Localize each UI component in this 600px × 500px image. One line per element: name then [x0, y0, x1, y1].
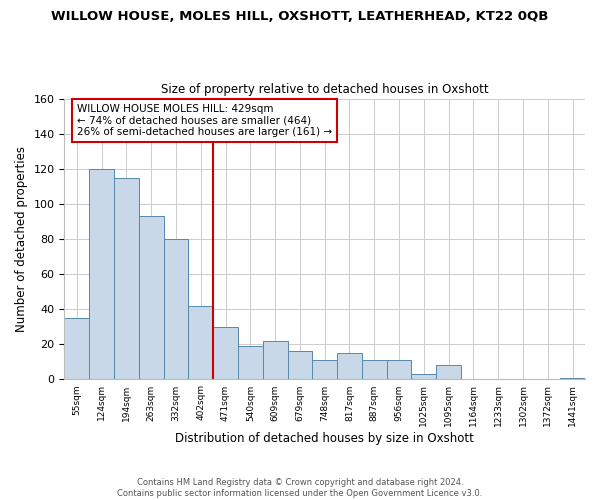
- Bar: [436, 366, 461, 380]
- Bar: [114, 178, 139, 380]
- Bar: [263, 341, 287, 380]
- Bar: [313, 360, 337, 380]
- Bar: [64, 318, 89, 380]
- Bar: [287, 352, 313, 380]
- Bar: [89, 169, 114, 380]
- Bar: [362, 360, 386, 380]
- Text: WILLOW HOUSE, MOLES HILL, OXSHOTT, LEATHERHEAD, KT22 0QB: WILLOW HOUSE, MOLES HILL, OXSHOTT, LEATH…: [52, 10, 548, 23]
- Y-axis label: Number of detached properties: Number of detached properties: [15, 146, 28, 332]
- Bar: [164, 239, 188, 380]
- Bar: [238, 346, 263, 380]
- Bar: [386, 360, 412, 380]
- Bar: [412, 374, 436, 380]
- X-axis label: Distribution of detached houses by size in Oxshott: Distribution of detached houses by size …: [175, 432, 474, 445]
- Title: Size of property relative to detached houses in Oxshott: Size of property relative to detached ho…: [161, 83, 488, 96]
- Bar: [560, 378, 585, 380]
- Text: WILLOW HOUSE MOLES HILL: 429sqm
← 74% of detached houses are smaller (464)
26% o: WILLOW HOUSE MOLES HILL: 429sqm ← 74% of…: [77, 104, 332, 137]
- Bar: [213, 327, 238, 380]
- Bar: [337, 353, 362, 380]
- Bar: [188, 306, 213, 380]
- Text: Contains HM Land Registry data © Crown copyright and database right 2024.
Contai: Contains HM Land Registry data © Crown c…: [118, 478, 482, 498]
- Bar: [139, 216, 164, 380]
